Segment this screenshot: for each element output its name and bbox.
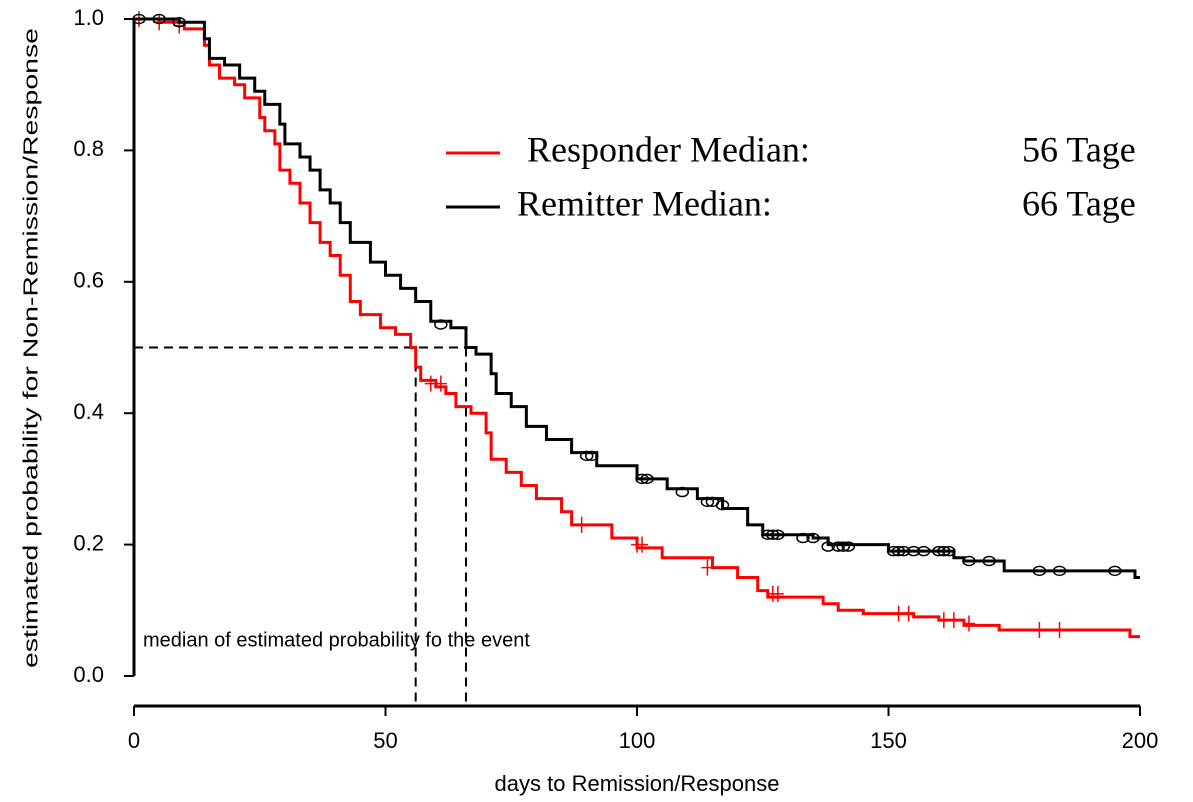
censor-mark: [942, 545, 956, 557]
legend-label: Responder Median:: [527, 129, 810, 169]
censor-mark: [636, 536, 649, 553]
survival-curve: [134, 17, 1140, 579]
censor-mark: [584, 450, 599, 462]
censor-mark: [1032, 565, 1047, 577]
censor-mark: [982, 555, 996, 567]
censor-mark: [761, 529, 775, 540]
censor-mark: [947, 612, 960, 629]
censor-mark: [937, 612, 950, 629]
censor-mark: [932, 545, 946, 557]
legend-label: Remitter Median:: [517, 183, 772, 223]
censor-mark: [906, 545, 921, 557]
censor-mark: [831, 541, 845, 552]
censor-mark: [675, 486, 690, 498]
legend-median: 66 Tage: [1022, 183, 1136, 223]
censor-mark: [886, 545, 901, 557]
x-tick-label: 100: [619, 728, 656, 753]
censor-mark: [575, 516, 588, 533]
censor-mark: [434, 375, 447, 392]
censor-mark: [700, 496, 715, 508]
x-tick-label: 0: [128, 728, 140, 753]
censor-mark: [806, 532, 820, 544]
annotation: median of estimated probability fo the e…: [143, 629, 530, 651]
censor-mark: [902, 605, 915, 622]
y-tick-label: 0.0: [73, 662, 104, 687]
y-tick-label: 0.6: [73, 268, 104, 293]
censor-mark: [152, 13, 166, 25]
censor-mark: [1053, 622, 1066, 639]
x-tick-label: 150: [870, 728, 907, 753]
censor-mark: [1108, 565, 1122, 577]
censor-mark: [640, 473, 654, 485]
censor-mark: [892, 605, 905, 622]
x-tick-label: 50: [373, 728, 397, 753]
legend-median: 56 Tage: [1022, 129, 1136, 169]
censor-mark: [635, 473, 649, 485]
y-tick-label: 0.4: [73, 399, 104, 424]
censor-mark: [434, 319, 448, 330]
censor-mark: [796, 532, 810, 544]
censor-mark: [896, 545, 911, 557]
censor-mark: [766, 529, 780, 540]
censor-mark: [771, 529, 785, 540]
y-tick-label: 1.0: [73, 5, 104, 30]
censor-mark: [132, 13, 146, 25]
censor-mark: [891, 545, 906, 557]
censor-mark: [821, 541, 835, 552]
censor-mark: [962, 555, 976, 567]
censor-mark: [715, 499, 730, 511]
censor-mark: [937, 545, 951, 557]
censor-mark: [701, 559, 714, 576]
censor-mark: [424, 375, 437, 392]
censor-mark: [771, 585, 784, 602]
y-tick-label: 0.8: [73, 136, 104, 161]
y-tick-label: 0.2: [73, 530, 104, 555]
censor-mark: [916, 545, 931, 557]
censor-mark: [172, 17, 187, 28]
y-axis-label: estimated probability for Non-Remission/…: [20, 28, 42, 668]
censor-mark: [1033, 622, 1046, 639]
censor-mark: [1052, 565, 1067, 577]
x-axis-label: days to Remission/Response: [495, 771, 780, 796]
x-tick-label: 200: [1122, 728, 1159, 753]
censor-mark: [579, 450, 594, 462]
censor-mark: [836, 541, 850, 552]
censor-mark: [962, 615, 975, 632]
censor-mark: [841, 541, 856, 552]
